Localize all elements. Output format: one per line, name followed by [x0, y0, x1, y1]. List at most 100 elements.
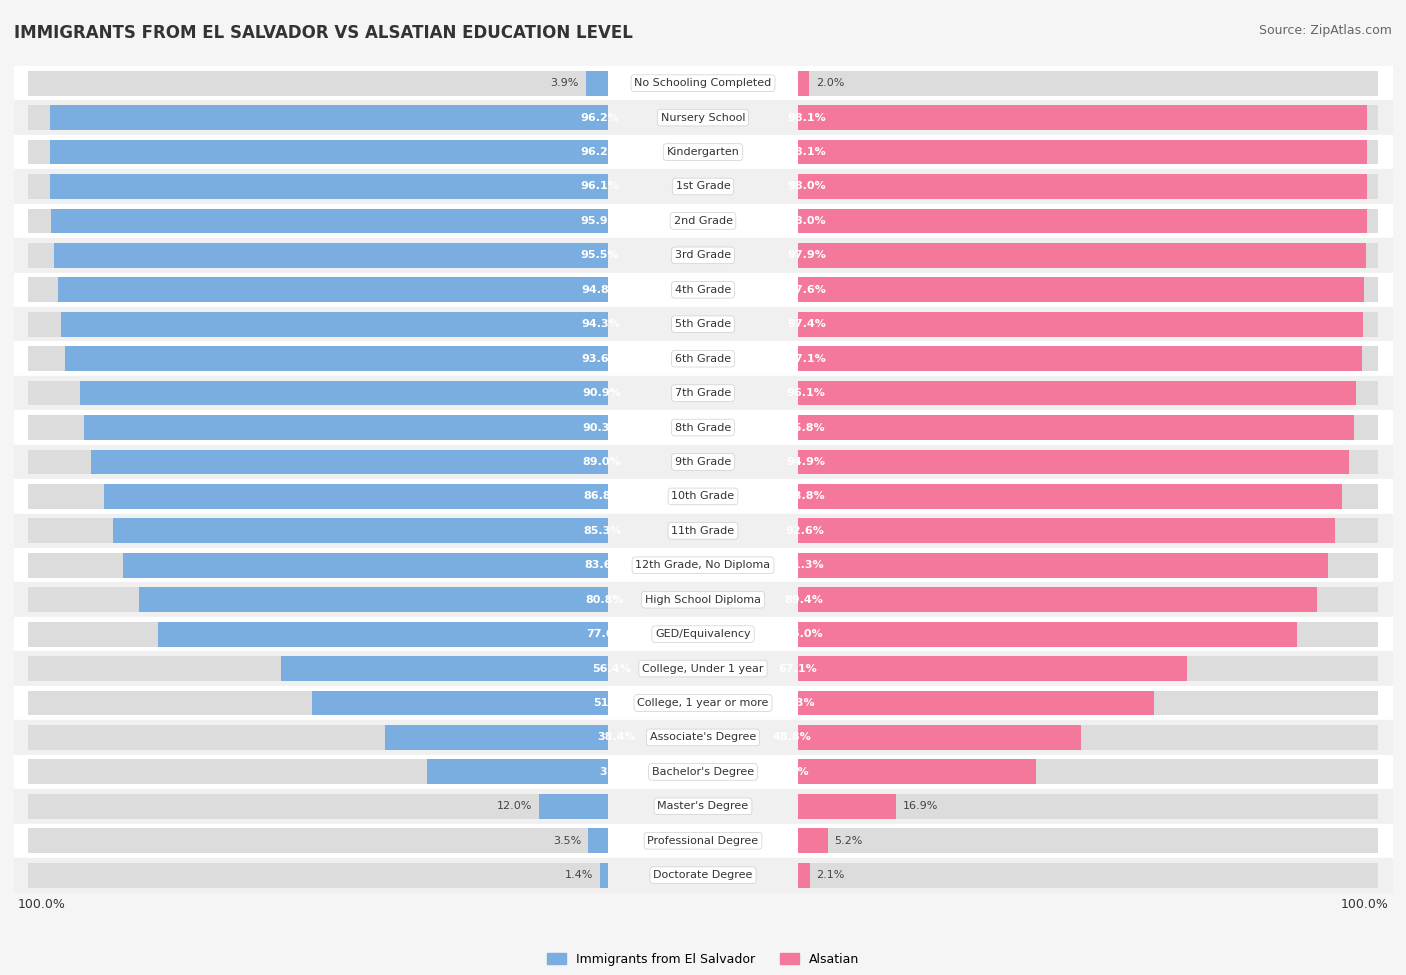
Bar: [28, 656, 609, 681]
Bar: [80, 380, 609, 406]
Text: Nursery School: Nursery School: [661, 113, 745, 123]
Bar: [797, 415, 1378, 440]
Bar: [28, 760, 609, 784]
Legend: Immigrants from El Salvador, Alsatian: Immigrants from El Salvador, Alsatian: [543, 948, 863, 971]
Text: 86.8%: 86.8%: [583, 491, 621, 501]
Bar: [84, 415, 609, 440]
Text: 3rd Grade: 3rd Grade: [675, 251, 731, 260]
Bar: [797, 794, 896, 819]
Bar: [28, 380, 609, 406]
Text: 11th Grade: 11th Grade: [672, 526, 734, 536]
Text: No Schooling Completed: No Schooling Completed: [634, 78, 772, 88]
Bar: [797, 553, 1378, 577]
Bar: [797, 278, 1364, 302]
Text: 93.8%: 93.8%: [786, 491, 825, 501]
Text: 48.8%: 48.8%: [773, 732, 811, 742]
Text: 1.4%: 1.4%: [565, 870, 593, 880]
Text: 10th Grade: 10th Grade: [672, 491, 734, 501]
Text: 94.9%: 94.9%: [786, 457, 825, 467]
Text: 89.4%: 89.4%: [785, 595, 824, 604]
Bar: [586, 71, 609, 96]
Bar: [91, 449, 609, 475]
Text: 1st Grade: 1st Grade: [676, 181, 730, 191]
Bar: [139, 587, 609, 612]
Text: 95.8%: 95.8%: [787, 422, 825, 433]
Text: 96.2%: 96.2%: [581, 113, 620, 123]
Text: Kindergarten: Kindergarten: [666, 147, 740, 157]
Text: 3.9%: 3.9%: [551, 78, 579, 88]
Text: 97.1%: 97.1%: [787, 354, 825, 364]
Bar: [797, 71, 810, 96]
Bar: [28, 449, 609, 475]
Text: 3.5%: 3.5%: [553, 836, 581, 845]
Text: 100.0%: 100.0%: [17, 898, 65, 911]
Bar: [157, 622, 609, 646]
Bar: [797, 415, 1354, 440]
Bar: [797, 519, 1378, 543]
Bar: [51, 175, 609, 199]
Bar: [797, 139, 1368, 165]
Bar: [600, 863, 609, 887]
Bar: [797, 209, 1367, 233]
Bar: [49, 105, 609, 130]
Text: 100.0%: 100.0%: [1341, 898, 1389, 911]
Text: 97.9%: 97.9%: [787, 251, 825, 260]
Bar: [797, 175, 1367, 199]
Text: 2.0%: 2.0%: [815, 78, 845, 88]
Bar: [426, 760, 609, 784]
Text: 98.0%: 98.0%: [787, 215, 825, 226]
Bar: [797, 656, 1378, 681]
Bar: [797, 794, 1378, 819]
Bar: [797, 829, 1378, 853]
Text: 98.1%: 98.1%: [787, 113, 827, 123]
Bar: [65, 346, 609, 371]
Bar: [312, 690, 609, 716]
Bar: [104, 484, 609, 509]
Bar: [52, 209, 609, 233]
Text: Associate's Degree: Associate's Degree: [650, 732, 756, 742]
Bar: [28, 175, 609, 199]
Text: 92.6%: 92.6%: [786, 526, 824, 536]
Text: 97.4%: 97.4%: [787, 319, 825, 330]
Bar: [797, 209, 1378, 233]
Bar: [28, 622, 609, 646]
Bar: [797, 175, 1378, 199]
Bar: [797, 380, 1378, 406]
Text: IMMIGRANTS FROM EL SALVADOR VS ALSATIAN EDUCATION LEVEL: IMMIGRANTS FROM EL SALVADOR VS ALSATIAN …: [14, 24, 633, 42]
Bar: [538, 794, 609, 819]
Bar: [28, 105, 609, 130]
Bar: [28, 312, 609, 336]
Text: 38.4%: 38.4%: [598, 732, 636, 742]
Bar: [797, 484, 1343, 509]
Bar: [797, 139, 1378, 165]
Bar: [797, 243, 1378, 268]
Bar: [797, 622, 1378, 646]
Bar: [797, 449, 1378, 475]
Bar: [797, 71, 1378, 96]
Text: College, Under 1 year: College, Under 1 year: [643, 664, 763, 674]
Bar: [28, 139, 609, 165]
Bar: [28, 725, 609, 750]
Bar: [797, 690, 1154, 716]
Bar: [385, 725, 609, 750]
Text: 98.0%: 98.0%: [787, 181, 825, 191]
Text: 9th Grade: 9th Grade: [675, 457, 731, 467]
Text: 16.9%: 16.9%: [903, 801, 938, 811]
Text: 86.0%: 86.0%: [785, 629, 823, 640]
Text: Doctorate Degree: Doctorate Degree: [654, 870, 752, 880]
Bar: [797, 863, 1378, 887]
Bar: [60, 312, 609, 336]
Bar: [53, 243, 609, 268]
Text: Professional Degree: Professional Degree: [647, 836, 759, 845]
Bar: [797, 725, 1081, 750]
Text: 77.6%: 77.6%: [586, 629, 624, 640]
Bar: [797, 725, 1378, 750]
Text: 8th Grade: 8th Grade: [675, 422, 731, 433]
Text: 2.1%: 2.1%: [817, 870, 845, 880]
Bar: [797, 312, 1364, 336]
Text: 94.8%: 94.8%: [581, 285, 620, 294]
Bar: [797, 519, 1336, 543]
Text: 96.2%: 96.2%: [581, 147, 620, 157]
Text: 67.1%: 67.1%: [779, 664, 817, 674]
Text: 97.6%: 97.6%: [787, 285, 825, 294]
